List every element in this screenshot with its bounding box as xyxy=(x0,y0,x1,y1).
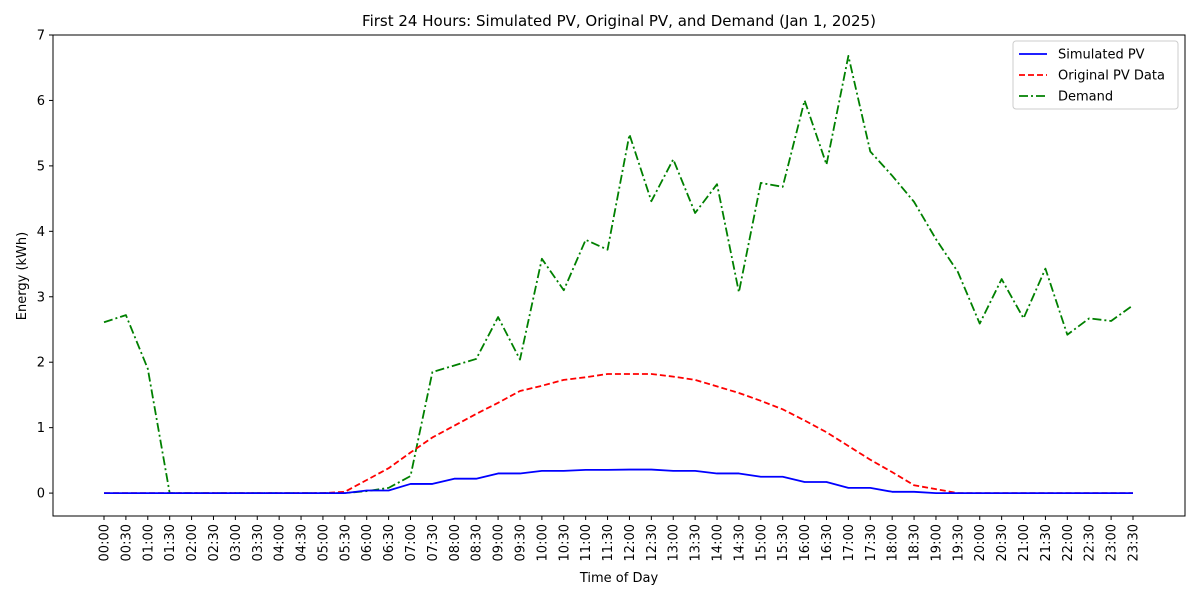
legend-label: Original PV Data xyxy=(1058,69,1165,84)
y-tick-label: 3 xyxy=(37,290,45,305)
x-tick-label: 17:30 xyxy=(864,524,879,561)
y-tick-label: 2 xyxy=(37,356,45,371)
legend-box xyxy=(1012,40,1179,110)
x-tick-label: 03:00 xyxy=(229,524,244,561)
y-tick-label: 7 xyxy=(37,29,45,44)
y-tick-label: 6 xyxy=(37,94,45,109)
x-axis-title: Time of Day xyxy=(579,571,659,586)
x-tick-label: 04:00 xyxy=(273,524,288,561)
x-tick-label: 14:00 xyxy=(711,524,726,561)
y-tick-label: 1 xyxy=(37,421,45,436)
x-tick-label: 19:30 xyxy=(951,524,966,561)
x-tick-label: 05:30 xyxy=(338,524,353,561)
x-tick-label: 14:30 xyxy=(732,524,747,561)
x-tick-label: 21:00 xyxy=(1017,524,1032,561)
x-tick-label: 23:30 xyxy=(1127,524,1142,561)
y-tick-label: 4 xyxy=(37,225,45,240)
x-tick-label: 02:30 xyxy=(207,524,222,561)
x-tick-label: 13:30 xyxy=(689,524,704,561)
x-tick-label: 10:30 xyxy=(557,524,572,561)
x-tick-label: 11:00 xyxy=(579,524,594,561)
x-tick-label: 19:00 xyxy=(929,524,944,561)
legend: Simulated PV Original PV Data Demand xyxy=(1012,40,1179,110)
x-tick-label: 10:00 xyxy=(535,524,550,561)
x-axis: 00:00 00:30 01:00 01:30 02:00 02:30 03:00 03:30… xyxy=(98,516,1142,561)
plot-series xyxy=(103,55,1134,495)
x-tick-label: 01:30 xyxy=(163,524,178,561)
x-tick-label: 13:00 xyxy=(667,524,682,561)
x-tick-label: 20:00 xyxy=(973,524,988,561)
series-line-simulated-pv xyxy=(104,468,1133,495)
legend-label: Simulated PV xyxy=(1058,48,1145,63)
x-tick-label: 20:30 xyxy=(995,524,1010,561)
x-tick-label: 15:30 xyxy=(776,524,791,561)
x-tick-label: 01:00 xyxy=(141,524,156,561)
x-tick-label: 03:30 xyxy=(251,524,266,561)
x-tick-label: 02:00 xyxy=(185,524,200,561)
x-tick-label: 00:30 xyxy=(119,524,134,561)
x-tick-label: 04:30 xyxy=(295,524,310,561)
x-tick-label: 21:30 xyxy=(1039,524,1054,561)
x-tick-label: 12:00 xyxy=(623,524,638,561)
x-tick-label: 23:00 xyxy=(1105,524,1120,561)
x-tick-label: 07:30 xyxy=(426,524,441,561)
x-tick-label: 15:00 xyxy=(754,524,769,561)
x-tick-label: 11:30 xyxy=(601,524,616,561)
x-tick-label: 08:30 xyxy=(470,524,485,561)
x-tick-label: 07:00 xyxy=(404,524,419,561)
x-tick-label: 06:00 xyxy=(360,524,375,561)
plot-frame xyxy=(52,34,1186,517)
x-tick-label: 06:30 xyxy=(382,524,397,561)
y-tick-label: 5 xyxy=(37,159,45,174)
x-tick-label: 18:00 xyxy=(886,524,901,561)
x-tick-label: 18:30 xyxy=(908,524,923,561)
series-line-demand xyxy=(103,55,1134,495)
y-tick-label: 0 xyxy=(37,487,45,502)
y-axis: 0 1 2 3 4 5 6 7 xyxy=(37,29,53,502)
x-tick-label: 12:30 xyxy=(645,524,660,561)
x-tick-label: 22:30 xyxy=(1083,524,1098,561)
x-tick-label: 08:00 xyxy=(448,524,463,561)
series-line-original-pv-data xyxy=(104,373,1133,495)
x-tick-label: 16:00 xyxy=(798,524,813,561)
x-tick-label: 00:00 xyxy=(98,524,113,561)
y-axis-title: Energy (kWh) xyxy=(15,232,30,320)
x-tick-label: 05:00 xyxy=(316,524,331,561)
legend-label: Demand xyxy=(1058,90,1113,105)
x-tick-label: 09:00 xyxy=(492,524,507,561)
x-tick-label: 09:30 xyxy=(513,524,528,561)
x-tick-label: 17:00 xyxy=(842,524,857,561)
chart-title: First 24 Hours: Simulated PV, Original P… xyxy=(362,12,876,30)
x-tick-label: 16:30 xyxy=(820,524,835,561)
x-tick-label: 22:00 xyxy=(1061,524,1076,561)
